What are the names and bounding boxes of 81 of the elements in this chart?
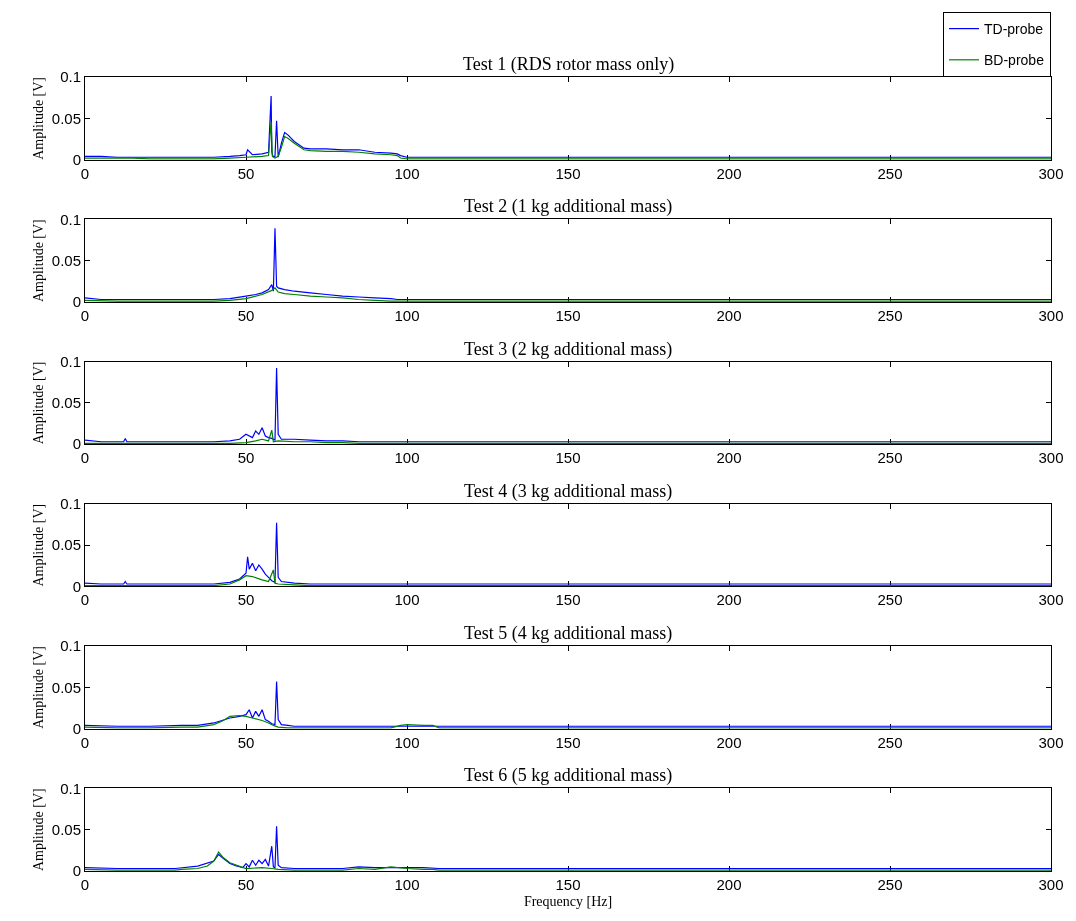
y-tick-label: 0 [72, 577, 81, 595]
y-tick-label: 0.05 [51, 251, 81, 269]
x-tick-label: 200 [716, 876, 742, 893]
y-tick-label: 0.05 [51, 820, 81, 838]
x-tick-label: 50 [237, 164, 255, 182]
chart-title: Test 6 (5 kg additional mass) [464, 765, 673, 786]
x-tick-label: 250 [877, 733, 903, 751]
line-series [85, 287, 1051, 302]
y-axis-title: Amplitude [V] [31, 219, 47, 303]
line-series [85, 851, 1051, 871]
x-tick-label: 150 [555, 306, 581, 324]
x-tick-label: 100 [394, 449, 420, 467]
line-series [85, 522, 1051, 585]
x-tick-label: 250 [877, 449, 903, 467]
y-tick-label: 0.1 [60, 352, 81, 370]
line-series [85, 714, 1051, 729]
y-tick-label: 0 [72, 435, 81, 453]
x-tick-label: 250 [877, 164, 903, 182]
y-axis-title: Amplitude [V] [31, 361, 47, 445]
x-tick-label: 50 [237, 733, 255, 751]
y-axis-title: Amplitude [V] [31, 76, 47, 160]
y-tick-label: 0.05 [51, 394, 81, 412]
x-tick-label: 250 [877, 306, 903, 324]
y-tick-label: 0.05 [51, 536, 81, 554]
chart-title: Test 3 (2 kg additional mass) [464, 339, 673, 360]
y-tick-label: 0.05 [51, 109, 81, 127]
x-tick-label: 100 [394, 733, 420, 751]
legend-label: TD-probe [984, 21, 1044, 38]
x-tick-label: 150 [555, 733, 581, 751]
y-tick-label: 0 [72, 862, 81, 880]
y-tick-label: 0.1 [60, 495, 81, 513]
y-tick-label: 0.1 [60, 68, 81, 86]
chart-title: Test 5 (4 kg additional mass) [464, 623, 673, 644]
line-series [85, 227, 1051, 301]
x-tick-label: 100 [394, 164, 420, 182]
line-series [85, 95, 1051, 158]
line-series [85, 367, 1051, 443]
x-tick-label: 250 [877, 591, 903, 609]
x-tick-label: 200 [716, 591, 742, 609]
y-tick-label: 0 [72, 293, 81, 311]
chart-title: Test 2 (1 kg additional mass) [464, 196, 673, 217]
x-tick-label: 300 [1038, 733, 1064, 751]
line-series [85, 429, 1051, 444]
x-tick-label: 300 [1038, 449, 1064, 467]
y-tick-label: 0 [72, 719, 81, 737]
chart-title: Test 4 (3 kg additional mass) [464, 481, 673, 502]
x-tick-label: 100 [394, 591, 420, 609]
line-series [85, 121, 1051, 160]
chart-title: Test 1 (RDS rotor mass only) [463, 54, 675, 75]
y-axis-title: Amplitude [V] [31, 503, 47, 587]
x-tick-label: 50 [237, 591, 255, 609]
x-axis-title: Frequency [Hz] [523, 894, 613, 910]
x-tick-label: 50 [237, 449, 255, 467]
line-series [85, 680, 1051, 727]
y-tick-label: 0.1 [60, 210, 81, 228]
y-tick-label: 0.05 [51, 678, 81, 696]
x-tick-label: 300 [1038, 876, 1064, 893]
x-tick-label: 250 [877, 876, 903, 893]
line-series [85, 825, 1051, 870]
x-tick-label: 50 [237, 306, 255, 324]
y-tick-label: 0.1 [60, 779, 81, 797]
x-tick-label: 300 [1038, 306, 1064, 324]
y-axis-title: Amplitude [V] [31, 645, 47, 729]
legend-label: BD-probe [984, 52, 1045, 69]
y-axis-title: Amplitude [V] [31, 788, 47, 872]
x-tick-label: 100 [394, 306, 420, 324]
x-tick-label: 300 [1038, 591, 1064, 609]
x-tick-label: 200 [716, 733, 742, 751]
x-tick-label: 300 [1038, 164, 1064, 182]
x-tick-label: 50 [237, 876, 255, 893]
x-tick-label: 150 [555, 449, 581, 467]
y-tick-label: 0 [72, 150, 81, 168]
x-tick-label: 150 [555, 164, 581, 182]
x-tick-label: 150 [555, 591, 581, 609]
line-series [85, 569, 1051, 587]
x-tick-label: 100 [394, 876, 420, 893]
x-tick-label: 200 [716, 449, 742, 467]
x-tick-label: 200 [716, 164, 742, 182]
y-tick-label: 0.1 [60, 637, 81, 655]
x-tick-label: 200 [716, 306, 742, 324]
x-tick-label: 150 [555, 876, 581, 893]
